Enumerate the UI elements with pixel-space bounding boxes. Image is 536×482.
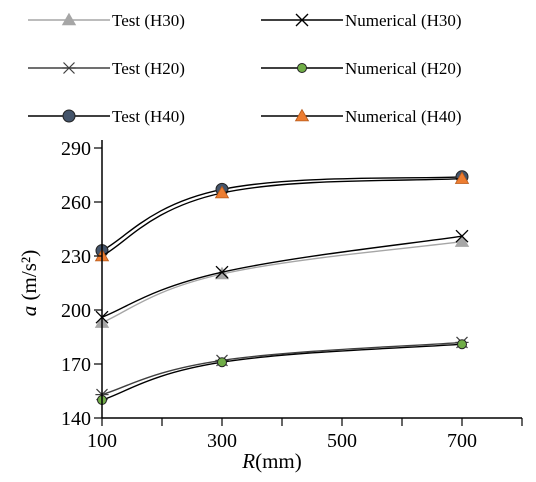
data-point (215, 265, 229, 279)
y-tick-label: 290 (61, 138, 91, 160)
legend-label: Numerical (H20) (345, 59, 462, 78)
legend: Test (H30) Numerical (H30) Test (H20) Numer… (28, 11, 462, 126)
x-tick-label: 700 (447, 430, 477, 452)
y-tick-label: 260 (61, 192, 91, 214)
x-tick-label: 300 (207, 430, 237, 452)
data-point (457, 339, 467, 350)
series-numerical-h40 (94, 171, 470, 262)
x-axis-title: R(mm) (241, 449, 301, 473)
legend-marker (62, 62, 76, 74)
legend-marker (295, 13, 309, 27)
x-axis-title-variable: R (241, 449, 255, 473)
legend-marker (62, 109, 76, 123)
series-line (101, 176, 463, 252)
series-line (101, 341, 463, 396)
legend-marker (294, 108, 310, 122)
series-numerical-h30 (95, 229, 469, 324)
legend-item-test-h20: Test (H20) (28, 59, 185, 78)
series-layer (94, 170, 470, 405)
series-numerical-h20 (97, 339, 467, 405)
legend-item-numerical-h20: Numerical (H20) (261, 59, 462, 78)
y-axis-title-variable: a (17, 306, 41, 317)
series-line (101, 240, 463, 324)
series-line (101, 235, 463, 318)
y-tick-label: 140 (61, 408, 91, 430)
series-test-h40 (95, 170, 469, 258)
data-point (217, 357, 227, 368)
legend-label: Test (H30) (112, 11, 185, 30)
x-tick-label: 500 (327, 430, 357, 452)
y-tick-label: 200 (61, 300, 91, 322)
data-point (214, 185, 230, 199)
legend-label: Test (H20) (112, 59, 185, 78)
series-test-h30 (94, 234, 470, 328)
legend-item-test-h30: Test (H30) (28, 11, 185, 30)
y-axis-title-unit: (m/s²) (17, 250, 41, 306)
legend-label: Test (H40) (112, 107, 185, 126)
ticks: 100 300 500 700 140 170 200 230 260 290 (61, 138, 523, 452)
data-point (454, 234, 470, 247)
series-line (101, 343, 463, 401)
y-tick-label: 230 (61, 246, 91, 268)
y-axis-title: a (m/s²) (17, 250, 41, 316)
axes (101, 140, 522, 419)
x-axis-title-unit: (mm) (255, 449, 302, 473)
data-point (454, 171, 470, 184)
series-line (101, 177, 463, 257)
legend-label: Numerical (H30) (345, 11, 462, 30)
x-tick-label: 100 (87, 430, 117, 452)
legend-item-numerical-h30: Numerical (H30) (261, 11, 462, 30)
legend-item-test-h40: Test (H40) (28, 107, 185, 126)
y-tick-label: 170 (61, 354, 91, 376)
legend-marker (297, 63, 307, 73)
legend-item-numerical-h40: Numerical (H40) (261, 107, 462, 126)
legend-marker (61, 12, 77, 26)
legend-label: Numerical (H40) (345, 107, 462, 126)
data-point (455, 229, 469, 243)
